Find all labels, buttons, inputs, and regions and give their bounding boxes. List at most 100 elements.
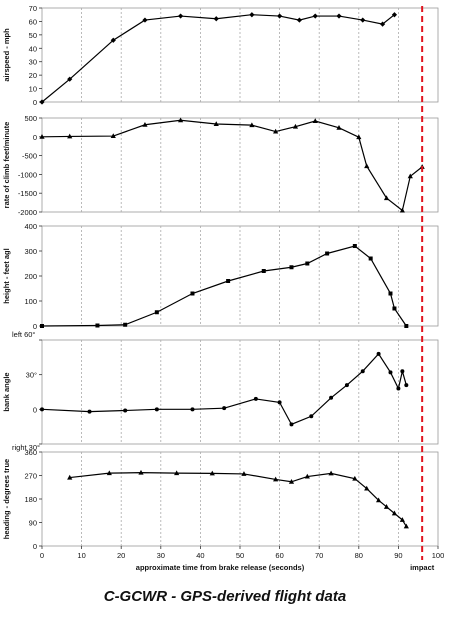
data-point <box>360 17 366 23</box>
data-point <box>261 269 266 273</box>
data-point <box>312 13 318 19</box>
data-point <box>67 474 73 480</box>
y-tick-label: 300 <box>24 247 37 256</box>
data-point <box>396 386 401 391</box>
data-point <box>289 422 294 427</box>
data-point <box>352 475 358 481</box>
data-point <box>305 261 310 266</box>
x-axis-label: approximate time from brake release (sec… <box>136 563 305 572</box>
y-tick-label: 0 <box>33 542 37 551</box>
y-tick-label: 40 <box>29 44 37 53</box>
data-point <box>142 121 148 127</box>
x-tick-label: 10 <box>77 551 85 560</box>
y-tick-label: 0 <box>33 133 37 142</box>
data-point <box>110 133 116 139</box>
data-point <box>292 123 299 129</box>
data-point <box>336 13 342 19</box>
data-point <box>356 134 362 140</box>
data-point <box>249 122 255 128</box>
y-tick-label: 0 <box>33 98 37 107</box>
data-point <box>277 13 283 19</box>
y-tick-label: -1500 <box>18 189 37 198</box>
data-point <box>67 133 73 139</box>
data-point <box>213 121 219 127</box>
y-tick-label: 60 <box>29 17 37 26</box>
y-tick-label: 100 <box>24 297 37 306</box>
data-point <box>67 76 73 82</box>
data-point <box>312 118 318 124</box>
data-point <box>344 383 349 388</box>
data-point <box>336 124 342 130</box>
data-point <box>400 369 405 374</box>
data-point <box>213 16 219 22</box>
data-point <box>138 469 144 475</box>
data-point <box>190 291 195 296</box>
data-point <box>222 406 227 411</box>
data-point <box>407 173 413 179</box>
data-point <box>352 244 357 248</box>
data-point <box>174 470 180 476</box>
y-tick-label: 200 <box>24 272 37 281</box>
y-tick-label: left 60° <box>12 330 35 339</box>
data-point <box>95 323 100 328</box>
y-tick-label: 50 <box>29 31 37 40</box>
impact-label: impact <box>410 563 435 572</box>
data-point <box>277 400 282 405</box>
data-point <box>273 476 279 482</box>
y-tick-label: -1000 <box>18 170 37 179</box>
y-axis-label: height - feet agl <box>2 248 11 303</box>
y-tick-label: 0 <box>33 322 37 331</box>
data-point <box>383 504 390 509</box>
data-point <box>309 414 314 419</box>
y-tick-label: 10 <box>29 85 37 94</box>
y-tick-label: 0 <box>33 405 37 414</box>
data-point <box>325 251 330 256</box>
y-tick-label: -2000 <box>18 208 37 217</box>
data-point <box>110 37 116 43</box>
y-tick-label: 90 <box>29 519 37 528</box>
data-point <box>360 369 365 374</box>
x-tick-label: 40 <box>196 551 204 560</box>
data-point <box>273 128 279 134</box>
series-line <box>41 352 407 426</box>
x-tick-label: 20 <box>117 551 125 560</box>
y-tick-label: 30 <box>29 58 37 67</box>
data-point <box>123 408 128 413</box>
y-tick-label: 70 <box>29 4 37 13</box>
x-tick-label: 90 <box>394 551 402 560</box>
data-point <box>178 117 184 123</box>
data-point <box>388 370 393 375</box>
data-point <box>368 256 373 261</box>
x-tick-label: 80 <box>355 551 363 560</box>
figure-caption: C-GCWR - GPS-derived flight data <box>103 588 347 605</box>
data-point <box>376 497 382 503</box>
data-point <box>392 306 397 311</box>
data-point <box>106 470 112 476</box>
y-tick-label: right 30° <box>12 443 40 452</box>
data-point <box>39 99 45 105</box>
data-point <box>226 279 231 283</box>
data-point <box>364 485 370 491</box>
y-tick-label: 360 <box>24 448 37 457</box>
data-point <box>209 470 215 476</box>
y-tick-label: 270 <box>24 472 37 481</box>
y-tick-label: -500 <box>22 152 37 161</box>
y-tick-label: 180 <box>24 495 37 504</box>
data-point <box>391 510 398 516</box>
x-tick-label: 60 <box>275 551 283 560</box>
y-axis-label: rate of climb feet/minute <box>2 122 11 209</box>
x-tick-label: 0 <box>40 551 44 560</box>
data-point <box>154 310 159 315</box>
y-axis-label: heading - degrees true <box>2 459 11 539</box>
data-point <box>403 523 409 529</box>
data-point <box>364 163 370 169</box>
data-point <box>399 517 405 522</box>
data-point <box>376 351 381 356</box>
data-point <box>154 407 159 412</box>
data-point <box>404 324 409 328</box>
series-line <box>69 472 407 527</box>
data-point <box>190 407 195 412</box>
data-point <box>404 383 409 388</box>
panel-frame <box>41 117 439 213</box>
